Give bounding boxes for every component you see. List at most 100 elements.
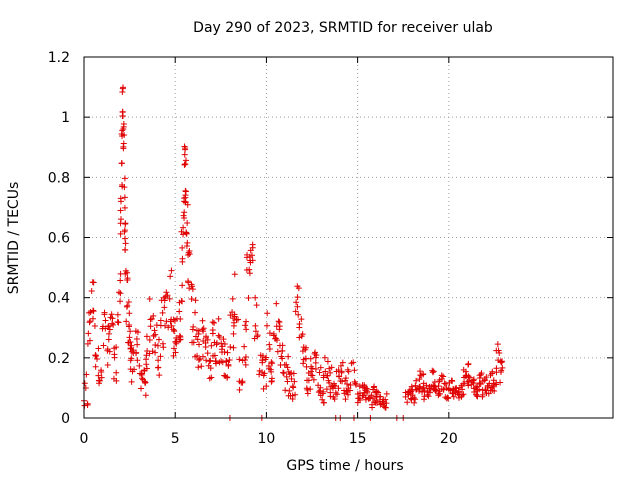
- data-point: [351, 378, 358, 385]
- data-point: [284, 364, 291, 371]
- data-point: [181, 151, 188, 158]
- data-point: [121, 227, 128, 234]
- data-point: [143, 365, 150, 372]
- data-point: [190, 339, 197, 346]
- data-point: [121, 184, 128, 191]
- data-point: [423, 382, 430, 389]
- data-point: [332, 383, 339, 390]
- data-point: [128, 378, 135, 385]
- data-point: [459, 392, 466, 399]
- data-point: [216, 334, 223, 341]
- data-point: [242, 322, 249, 329]
- data-point: [121, 194, 128, 201]
- data-point: [226, 356, 233, 363]
- data-point: [170, 316, 177, 323]
- data-point: [204, 350, 211, 357]
- data-point: [353, 381, 360, 388]
- data-point: [164, 292, 171, 299]
- data-point: [182, 194, 189, 201]
- data-point: [189, 326, 196, 333]
- data-point: [235, 316, 242, 323]
- data-point: [118, 216, 125, 223]
- data-point: [479, 391, 486, 398]
- data-point: [283, 361, 290, 368]
- data-point: [206, 358, 213, 365]
- data-point: [382, 404, 389, 411]
- data-point: [107, 314, 114, 321]
- data-point: [290, 370, 297, 377]
- data-point: [373, 388, 380, 395]
- data-point: [342, 377, 349, 384]
- data-point: [324, 358, 331, 365]
- data-point: [317, 364, 324, 371]
- data-point: [207, 357, 214, 364]
- data-point: [474, 383, 481, 390]
- data-point: [148, 315, 155, 322]
- data-point: [466, 374, 473, 381]
- data-point: [124, 275, 131, 282]
- data-point: [430, 368, 437, 375]
- data-point: [354, 390, 361, 397]
- data-point: [104, 362, 111, 369]
- data-point: [89, 315, 96, 322]
- data-point: [221, 349, 228, 355]
- data-point: [339, 378, 346, 385]
- data-point: [327, 393, 334, 400]
- data-point: [498, 359, 505, 366]
- y-axis-label: SRMTID / TECUs: [6, 182, 22, 295]
- data-point: [122, 235, 129, 242]
- data-point: [92, 352, 99, 359]
- data-point: [200, 325, 207, 332]
- data-point: [124, 269, 131, 276]
- data-point: [194, 336, 201, 343]
- data-point: [105, 336, 112, 343]
- data-point: [495, 347, 502, 354]
- data-point: [146, 336, 153, 343]
- data-point: [362, 394, 369, 401]
- data-point: [331, 395, 338, 402]
- data-point: [181, 209, 188, 216]
- data-point: [242, 353, 249, 360]
- data-point: [364, 385, 371, 392]
- data-point: [259, 352, 266, 359]
- data-point: [211, 319, 218, 326]
- data-point: [105, 322, 112, 329]
- data-point: [286, 387, 293, 394]
- data-point: [181, 161, 188, 168]
- data-point: [195, 364, 202, 371]
- data-point: [176, 332, 183, 339]
- data-point: [121, 204, 128, 211]
- data-point: [294, 303, 301, 310]
- data-point: [319, 396, 326, 403]
- data-point: [312, 349, 319, 356]
- data-point: [322, 368, 329, 375]
- data-point: [307, 386, 314, 393]
- data-point: [122, 240, 129, 247]
- data-point: [252, 328, 259, 335]
- data-point: [344, 366, 351, 373]
- data-point: [117, 298, 124, 305]
- data-point: [186, 251, 193, 258]
- data-point: [268, 375, 275, 382]
- data-point: [168, 322, 175, 329]
- data-point: [312, 359, 319, 366]
- data-point: [304, 390, 311, 397]
- data-point: [248, 252, 255, 259]
- data-point: [417, 372, 424, 379]
- data-point: [98, 369, 105, 376]
- data-point: [162, 322, 169, 329]
- data-point: [116, 289, 123, 296]
- data-point: [127, 339, 134, 346]
- data-point: [336, 373, 343, 380]
- data-point: [476, 380, 483, 387]
- data-point: [225, 362, 232, 369]
- data-point: [312, 354, 319, 361]
- data-point: [465, 361, 472, 368]
- data-point: [221, 340, 228, 347]
- data-point: [165, 324, 172, 331]
- data-point: [461, 374, 468, 381]
- data-point: [440, 373, 447, 380]
- data-point: [261, 370, 268, 377]
- data-point: [188, 296, 195, 303]
